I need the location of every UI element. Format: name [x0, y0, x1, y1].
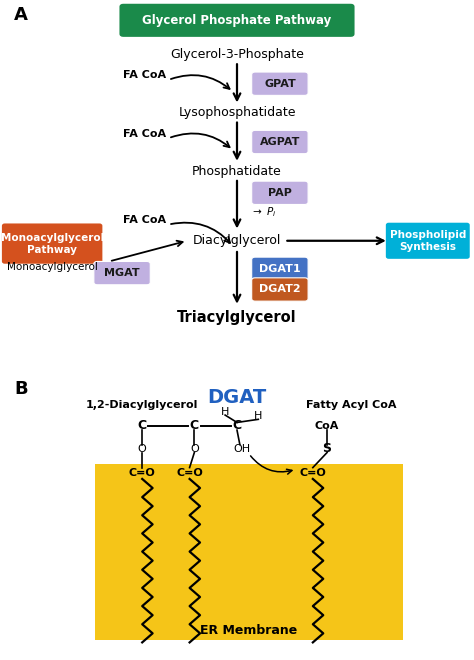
- Text: Glycerol-3-Phosphate: Glycerol-3-Phosphate: [170, 48, 304, 61]
- FancyBboxPatch shape: [94, 261, 150, 284]
- Text: C=O: C=O: [176, 468, 203, 478]
- FancyBboxPatch shape: [252, 278, 308, 301]
- Text: Phosphatidate: Phosphatidate: [192, 165, 282, 178]
- Text: H: H: [254, 411, 263, 421]
- Text: GPAT: GPAT: [264, 79, 296, 88]
- Text: ER Membrane: ER Membrane: [200, 624, 298, 637]
- Text: CoA: CoA: [315, 421, 339, 431]
- Text: DGAT2: DGAT2: [259, 284, 301, 294]
- Text: DGAT: DGAT: [208, 387, 266, 407]
- Text: OH: OH: [233, 444, 250, 453]
- Text: PAP: PAP: [268, 188, 292, 198]
- Text: C: C: [190, 419, 199, 432]
- Text: Triacylglycerol: Triacylglycerol: [177, 310, 297, 325]
- Text: O: O: [190, 444, 199, 453]
- Text: Monoacylglycerol
Pathway: Monoacylglycerol Pathway: [0, 233, 104, 255]
- Text: H: H: [221, 407, 229, 416]
- Text: B: B: [14, 380, 28, 399]
- Text: FA CoA: FA CoA: [123, 71, 166, 81]
- Text: $\rightarrow$ $P_i$: $\rightarrow$ $P_i$: [250, 205, 276, 219]
- Text: C: C: [137, 419, 147, 432]
- Text: FA CoA: FA CoA: [123, 129, 166, 139]
- FancyBboxPatch shape: [252, 257, 308, 280]
- Text: FA CoA: FA CoA: [123, 215, 166, 225]
- Text: AGPAT: AGPAT: [260, 137, 300, 147]
- Text: Monoacylglycerol: Monoacylglycerol: [7, 262, 98, 272]
- Text: A: A: [14, 6, 28, 24]
- FancyBboxPatch shape: [386, 222, 470, 259]
- Text: Glycerol Phosphate Pathway: Glycerol Phosphate Pathway: [142, 14, 332, 27]
- Text: S: S: [323, 442, 331, 455]
- Text: O: O: [138, 444, 146, 453]
- Bar: [95, 464, 403, 640]
- FancyBboxPatch shape: [252, 72, 308, 95]
- Text: MGAT: MGAT: [104, 268, 140, 278]
- Text: C: C: [232, 419, 242, 432]
- Text: C=O: C=O: [300, 468, 326, 478]
- FancyBboxPatch shape: [252, 131, 308, 154]
- Text: Diacylglycerol: Diacylglycerol: [193, 234, 281, 248]
- Text: C=O: C=O: [129, 468, 155, 478]
- Text: Lysophosphatidate: Lysophosphatidate: [178, 106, 296, 119]
- FancyBboxPatch shape: [2, 224, 102, 264]
- FancyBboxPatch shape: [252, 181, 308, 205]
- Text: Fatty Acyl CoA: Fatty Acyl CoA: [306, 399, 396, 410]
- Text: 1,2-Diacylglycerol: 1,2-Diacylglycerol: [86, 399, 199, 410]
- Text: Phospholipid
Synthesis: Phospholipid Synthesis: [390, 230, 466, 251]
- Text: DGAT1: DGAT1: [259, 264, 301, 274]
- FancyBboxPatch shape: [119, 4, 355, 37]
